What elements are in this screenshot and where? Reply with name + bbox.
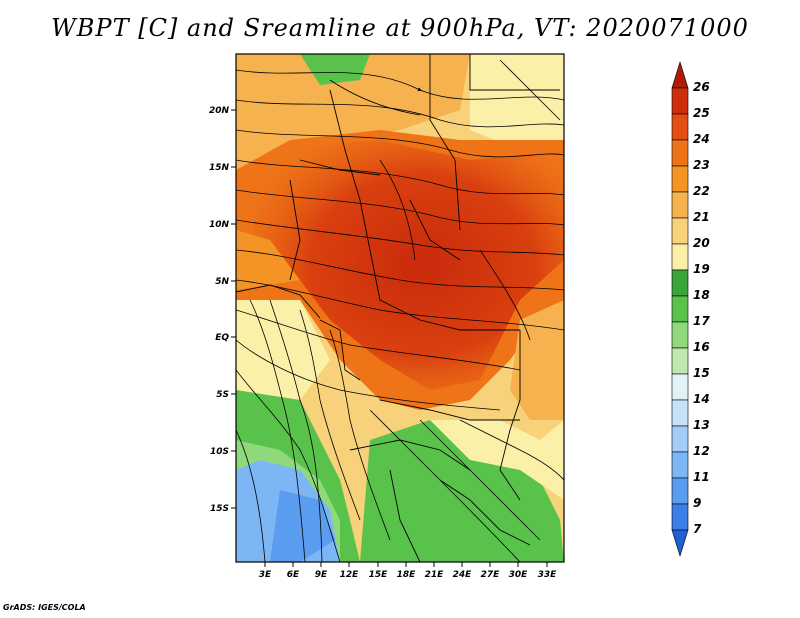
grads-credit: GrADS: IGES/COLA — [3, 603, 86, 612]
colorbar-cell — [671, 451, 689, 479]
colorbar-cell — [671, 165, 689, 193]
colorbar-label-21: 21 — [693, 210, 710, 224]
colorbar-cell — [671, 295, 689, 323]
lat-label-5n: 5N — [215, 277, 229, 287]
lon-label-18e: 18E — [397, 570, 417, 580]
wbpt-shading — [236, 54, 564, 562]
lat-axis — [231, 109, 236, 509]
colorbar-arrow-top — [671, 60, 689, 89]
lon-label-3e: 3E — [259, 570, 272, 580]
colorbar-cell — [671, 113, 689, 141]
colorbar-label-19: 19 — [693, 262, 710, 276]
colorbar-cell — [671, 139, 689, 167]
lon-axis — [264, 562, 548, 567]
colorbar-label-24: 24 — [693, 132, 710, 146]
lat-label-10n: 10N — [209, 220, 230, 230]
colorbar-cell — [671, 217, 689, 245]
colorbar-label-25: 25 — [693, 106, 710, 120]
lat-label-10s: 10S — [210, 447, 229, 457]
lat-label-15s: 15S — [210, 504, 229, 514]
colorbar-arrow-bottom — [671, 529, 689, 558]
colorbar-cell — [671, 347, 689, 375]
lon-label-12e: 12E — [340, 570, 360, 580]
lat-label-20n: 20N — [209, 106, 230, 116]
colorbar-cell — [671, 269, 689, 297]
lon-label-6e: 6E — [287, 570, 300, 580]
colorbar-label-13: 13 — [693, 418, 710, 432]
lon-label-9e: 9E — [315, 570, 328, 580]
colorbar — [671, 60, 689, 558]
colorbar-cell — [671, 373, 689, 401]
lon-label-24e: 24E — [453, 570, 473, 580]
colorbar-cell — [671, 425, 689, 453]
colorbar-label-14: 14 — [693, 392, 710, 406]
colorbar-label-26: 26 — [693, 80, 710, 94]
map-title: WBPT [C] and Sreamline at 900hPa, VT: 20… — [51, 14, 749, 42]
colorbar-cell — [671, 87, 689, 115]
colorbar-cell — [671, 191, 689, 219]
colorbar-label-20: 20 — [693, 236, 710, 250]
colorbar-label-7: 7 — [693, 522, 702, 536]
lat-label-5s: 5S — [216, 390, 229, 400]
lon-label-21e: 21E — [425, 570, 445, 580]
streamlines — [236, 59, 564, 562]
colorbar-label-22: 22 — [693, 184, 710, 198]
colorbar-label-9: 9 — [693, 496, 701, 510]
map-frame — [235, 53, 565, 563]
colorbar-label-18: 18 — [693, 288, 710, 302]
colorbar-label-16: 16 — [693, 340, 710, 354]
colorbar-cell — [671, 503, 689, 531]
colorbar-label-17: 17 — [693, 314, 710, 328]
colorbar-cell — [671, 399, 689, 427]
colorbar-cell — [671, 477, 689, 505]
lon-label-27e: 27E — [481, 570, 501, 580]
lat-label-15n: 15N — [209, 163, 230, 173]
colorbar-label-15: 15 — [693, 366, 710, 380]
colorbar-label-12: 12 — [693, 444, 710, 458]
colorbar-cell — [671, 243, 689, 271]
colorbar-label-11: 11 — [693, 470, 710, 484]
lon-label-30e: 30E — [509, 570, 529, 580]
lon-label-15e: 15E — [369, 570, 389, 580]
colorbar-label-23: 23 — [693, 158, 710, 172]
lon-label-33e: 33E — [538, 570, 558, 580]
country-borders — [236, 54, 560, 562]
lat-label-eq: EQ — [215, 333, 229, 343]
colorbar-cell — [671, 321, 689, 349]
